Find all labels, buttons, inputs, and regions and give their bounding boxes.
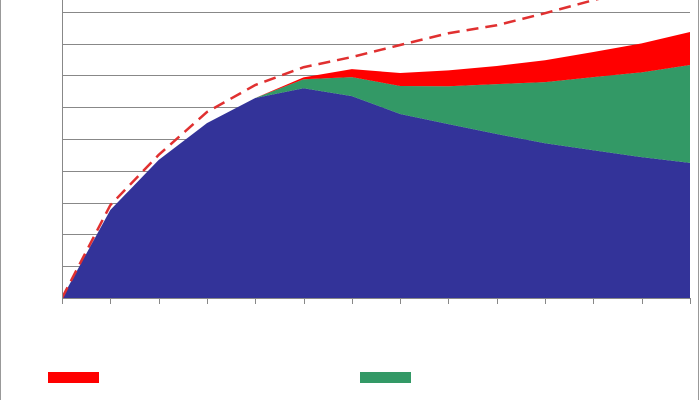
dashed-line (62, 0, 600, 298)
legend-swatch (48, 372, 99, 383)
plot-area (62, 0, 691, 304)
area (62, 31, 690, 298)
area (62, 65, 690, 298)
legend-swatch (360, 372, 411, 383)
areas (62, 0, 690, 298)
area (62, 88, 690, 298)
